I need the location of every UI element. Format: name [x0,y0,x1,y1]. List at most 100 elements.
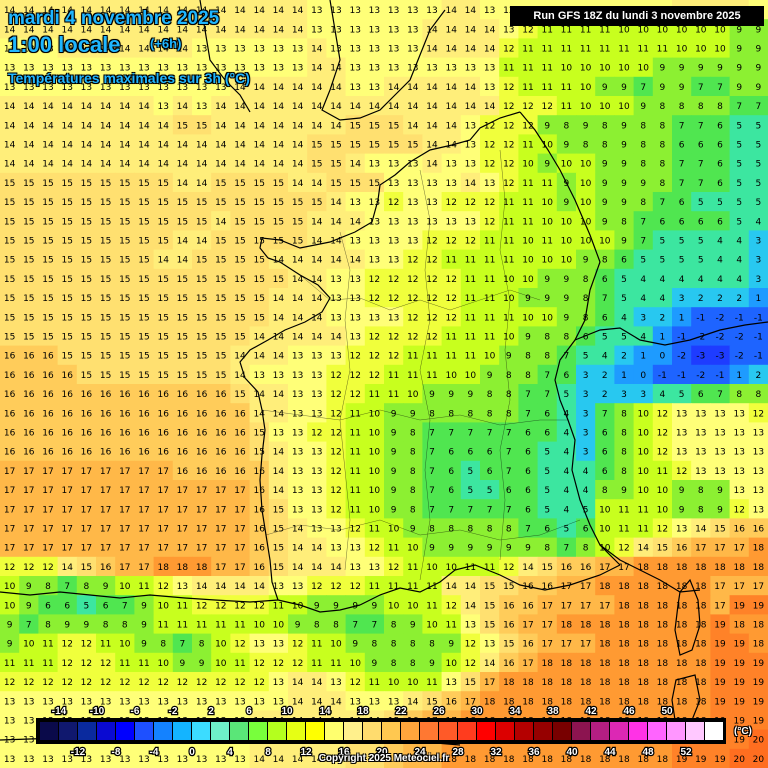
temperature-cell [384,57,404,78]
temperature-value: 13 [349,64,360,74]
temperature-value: 9 [564,313,570,323]
temperature-value: 15 [81,275,92,285]
temperature-value: 14 [445,582,457,592]
temperature-value: 17 [234,525,245,535]
temperature-cell [556,134,577,155]
temperature-value: 13 [388,217,399,227]
temperature-value: 15 [273,544,284,554]
temperature-value: 15 [138,294,149,304]
temperature-value: 12 [81,640,92,650]
temperature-value: 10 [119,582,131,592]
temperature-value: 9 [391,467,397,477]
temperature-cell [633,134,654,155]
temperature-cell [307,96,327,116]
temperature-value: 17 [42,525,53,535]
temperature-value: 12 [388,275,399,285]
temperature-cell [172,57,193,78]
temperature-value: 11 [618,525,629,535]
temperature-value: 14 [330,102,342,112]
temperature-value: 14 [311,64,323,74]
temperature-value: 14 [196,582,208,592]
temperature-cell [556,76,577,97]
temperature-value: 8 [544,352,550,362]
temperature-value: 6 [525,505,531,515]
temperature-cell [576,57,596,78]
temperature-value: 13 [177,582,188,592]
temperature-value: 11 [196,621,207,631]
temperature-value: 15 [138,237,149,247]
temperature-cell [576,134,596,155]
temperature-value: 13 [273,64,284,74]
temperature-value: 10 [657,25,669,35]
temperature-value: 17 [81,544,92,554]
temperature-value: 7 [640,217,646,227]
temperature-value: 9 [372,601,378,611]
temperature-value: 15 [42,275,53,285]
temperature-value: 8 [314,621,320,631]
temperature-value: 7 [372,621,378,631]
temperature-cell [480,57,500,78]
temperature-value: 15 [61,179,72,189]
temperature-cell [345,0,366,20]
temperature-value: 10 [369,467,381,477]
temperature-value: 14 [273,25,285,35]
temperature-value: 16 [100,390,112,400]
temperature-cell [403,115,423,135]
temperature-value: 12 [733,505,744,515]
temperature-cell [748,134,768,155]
temperature-value: 12 [234,678,245,688]
temperature-value: 14 [23,141,35,151]
temperature-cell [115,172,135,193]
temperature-value: 11 [369,678,380,688]
temperature-value: 15 [215,275,226,285]
temperature-value: 5 [698,237,704,247]
temperature-cell [38,153,59,174]
temperature-value: 16 [119,429,131,439]
temperature-cell [19,38,39,59]
temperature-cell [710,134,731,155]
temperature-cell [403,38,423,59]
temperature-value: 11 [657,467,668,477]
temperature-value: 3 [756,237,762,247]
temperature-value: 15 [119,237,130,247]
temperature-cell [192,96,212,116]
temperature-value: 9 [602,83,608,93]
temperature-value: 12 [369,544,380,554]
temperature-value: 17 [4,486,15,496]
temperature-value: 12 [349,371,360,381]
temperature-cell [345,134,366,155]
temperature-value: 8 [45,621,51,631]
temperature-value: -2 [716,333,725,343]
temperature-value: 18 [657,640,669,650]
temperature-value: 7 [506,448,512,458]
temperature-value: 18 [599,697,611,707]
temperature-value: 12 [426,313,437,323]
temperature-value: 12 [349,352,360,362]
temperature-value: 14 [234,6,246,16]
temperature-cell [710,57,731,78]
temperature-value: 7 [468,505,474,515]
temperature-value: 9 [64,621,70,631]
temperature-value: 17 [561,640,572,650]
temperature-value: 13 [311,467,322,477]
temperature-cell [115,76,135,97]
temperature-value: 15 [81,217,92,227]
temperature-value: 14 [100,160,112,170]
temperature-value: 18 [695,697,707,707]
temperature-value: 15 [215,313,226,323]
temperature-value: 18 [484,697,496,707]
temperature-value: 18 [695,601,707,611]
temperature-cell [249,115,270,135]
temperature-value: 15 [61,294,72,304]
temperature-value: 14 [177,160,189,170]
temperature-value: 13 [407,198,418,208]
temperature-value: 17 [714,582,725,592]
temperature-value: 17 [61,525,72,535]
temperature-value: 16 [42,448,54,458]
temperature-value: 15 [157,179,168,189]
temperature-cell [364,153,385,174]
temperature-cell [268,153,289,174]
temperature-cell [499,153,519,174]
temperature-cell [364,134,385,155]
temperature-value: 12 [465,659,476,669]
